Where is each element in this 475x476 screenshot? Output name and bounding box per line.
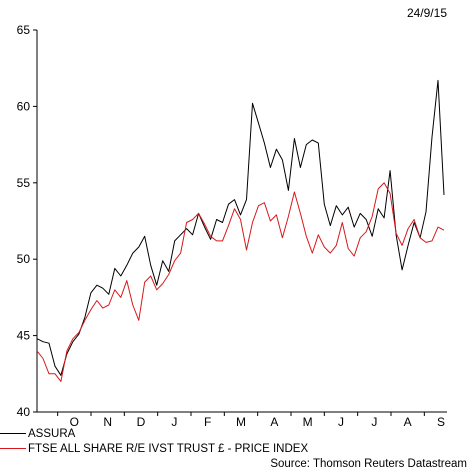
chart-axes [36,30,447,413]
legend-item-assura: ASSURA [0,428,475,440]
x-tick-label: A [270,415,278,429]
x-tick-label: A [404,415,412,429]
chart-date: 24/9/15 [406,6,447,20]
x-tick-label: O [70,415,79,429]
source-note: Source: Thomson Reuters Datastream [270,458,467,470]
legend-item-ftse: FTSE ALL SHARE R/E IVST TRUST £ - PRICE … [0,443,475,455]
chart-series [36,79,445,382]
x-tick-label: J [171,415,177,429]
legend-swatch-assura [0,433,26,435]
x-tick-label: D [137,415,146,429]
y-tick-label: 60 [17,99,31,113]
x-tick-label: M [236,415,246,429]
y-tick-label: 40 [17,405,31,419]
x-tick-label: M [303,415,313,429]
legend-swatch-ftse [0,448,26,450]
series-line-assura [36,79,445,376]
x-tick-label: F [204,415,211,429]
y-axis-ticks: 40 45 50 55 60 65 [17,23,37,419]
x-tick-label: J [338,415,344,429]
y-tick-label: 50 [17,252,31,266]
x-tick-label: J [371,415,377,429]
legend-label-ftse: FTSE ALL SHARE R/E IVST TRUST £ - PRICE … [28,443,309,455]
series-line-ftse [36,182,445,382]
y-tick-label: 45 [17,329,31,343]
legend-label-assura: ASSURA [28,428,76,440]
x-tick-label: N [103,415,112,429]
y-tick-label: 55 [17,176,31,190]
x-tick-label: S [437,415,445,429]
y-tick-label: 65 [17,23,31,37]
